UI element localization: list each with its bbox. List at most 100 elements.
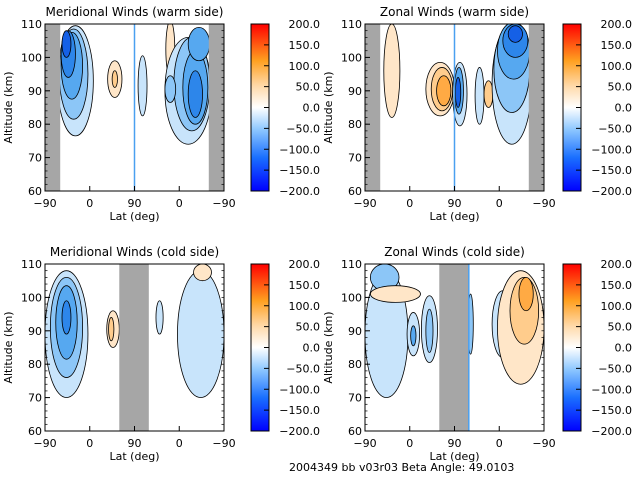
positive-contour xyxy=(383,24,401,118)
x-tick-label: 90 xyxy=(448,197,462,210)
y-axis-label: Altitude (km) xyxy=(322,311,335,383)
colorbar-tick-label: −150.0 xyxy=(279,164,320,177)
colorbar-tick-label: −100.0 xyxy=(279,383,320,396)
positive-contour xyxy=(436,75,452,107)
y-tick-label: 90 xyxy=(348,325,362,338)
y-tick-label: 80 xyxy=(348,358,362,371)
colorbar-tick-label: 100.0 xyxy=(601,60,633,73)
y-tick-label: 90 xyxy=(28,325,42,338)
y-tick-label: 100 xyxy=(341,291,362,304)
colorbar-tick-label: −200.0 xyxy=(279,425,320,438)
y-axis-label: Altitude (km) xyxy=(2,311,15,383)
colorbar-tick-label: −50.0 xyxy=(286,122,320,135)
positive-contour xyxy=(111,70,118,88)
no-data-region xyxy=(439,264,469,431)
x-tick-label: 0 xyxy=(406,437,413,450)
positive-contour xyxy=(518,276,534,312)
x-tick-label: 0 xyxy=(176,197,183,210)
negative-contour xyxy=(155,300,164,335)
plot-area xyxy=(365,24,544,191)
colorbar-tick-label: 200.0 xyxy=(601,18,633,31)
y-axis-label: Altitude (km) xyxy=(322,71,335,143)
colorbar-tick-label: 0.0 xyxy=(615,342,633,355)
negative-contour xyxy=(187,26,211,62)
negative-contour xyxy=(164,75,177,103)
colorbar-tick-label: 200.0 xyxy=(289,258,321,271)
y-tick-label: 80 xyxy=(28,358,42,371)
x-tick-label: −90 xyxy=(33,197,56,210)
colorbar-tick-label: −50.0 xyxy=(598,362,632,375)
no-data-region xyxy=(528,24,544,191)
plot-area xyxy=(365,264,544,431)
no-data-region xyxy=(45,24,61,191)
y-tick-label: 70 xyxy=(28,152,42,165)
panel-title: Zonal Winds (cold side) xyxy=(384,245,525,259)
y-tick-label: 110 xyxy=(341,18,362,31)
colorbar-tick-label: −150.0 xyxy=(279,404,320,417)
y-tick-label: 110 xyxy=(341,258,362,271)
positive-contour xyxy=(108,317,115,342)
x-tick-label: 0 xyxy=(496,437,503,450)
plot-area xyxy=(45,24,224,191)
y-tick-label: 60 xyxy=(348,185,362,198)
x-tick-label: −90 xyxy=(212,437,235,450)
colorbar-tick-label: −100.0 xyxy=(591,383,632,396)
colorbar-tick-label: −50.0 xyxy=(286,362,320,375)
x-tick-label: 90 xyxy=(128,437,142,450)
no-data-region xyxy=(365,24,381,191)
y-tick-label: 100 xyxy=(341,51,362,64)
colorbar-tick-label: 150.0 xyxy=(289,39,321,52)
colorbar-tick-label: 100.0 xyxy=(289,60,321,73)
x-axis-label: Lat (deg) xyxy=(430,210,480,223)
x-tick-label: −90 xyxy=(532,197,555,210)
y-tick-label: 70 xyxy=(28,392,42,405)
y-tick-label: 100 xyxy=(21,51,42,64)
negative-contour xyxy=(410,325,417,347)
x-axis-label: Lat (deg) xyxy=(110,450,160,463)
colorbar-tick-label: −150.0 xyxy=(591,164,632,177)
y-tick-label: 110 xyxy=(21,18,42,31)
panel-title: Zonal Winds (warm side) xyxy=(380,5,529,19)
y-tick-label: 60 xyxy=(348,425,362,438)
x-axis-label: Lat (deg) xyxy=(430,450,480,463)
negative-contour xyxy=(61,30,72,58)
plot-area xyxy=(45,264,224,431)
x-tick-label: 0 xyxy=(176,437,183,450)
colorbar-tick-label: 100.0 xyxy=(601,300,633,313)
x-tick-label: 90 xyxy=(448,437,462,450)
colorbar-tick-label: −200.0 xyxy=(279,185,320,198)
negative-contour xyxy=(61,300,72,335)
x-tick-label: −90 xyxy=(353,437,376,450)
y-tick-label: 80 xyxy=(348,118,362,131)
y-tick-label: 70 xyxy=(348,152,362,165)
x-tick-label: 0 xyxy=(86,197,93,210)
x-tick-label: −90 xyxy=(532,437,555,450)
x-tick-label: −90 xyxy=(353,197,376,210)
y-tick-label: 100 xyxy=(21,291,42,304)
colorbar-tick-label: 50.0 xyxy=(608,81,633,94)
no-data-region xyxy=(208,24,224,191)
positive-contour xyxy=(193,264,212,282)
panel-title: Meridional Winds (cold side) xyxy=(50,245,219,259)
footer-text: 2004349 bb v03r03 Beta Angle: 49.0103 xyxy=(289,461,514,474)
x-tick-label: −90 xyxy=(212,197,235,210)
negative-contour xyxy=(137,55,148,117)
positive-contour xyxy=(369,285,421,303)
x-tick-label: 0 xyxy=(406,197,413,210)
colorbar-tick-label: 150.0 xyxy=(601,39,633,52)
colorbar-tick-label: 100.0 xyxy=(289,300,321,313)
negative-contour xyxy=(187,70,203,118)
colorbar-tick-label: −150.0 xyxy=(591,404,632,417)
no-data-region xyxy=(119,264,149,431)
colorbar-tick-label: −100.0 xyxy=(279,143,320,156)
colorbar-tick-label: 0.0 xyxy=(303,102,321,115)
panel-4: Zonal Winds (cold side) 60 70 80 90 100 110 −90… xyxy=(322,245,632,463)
x-tick-label: 0 xyxy=(86,437,93,450)
y-tick-label: 60 xyxy=(28,185,42,198)
colorbar-tick-label: 150.0 xyxy=(289,279,321,292)
colorbar-tick-label: 0.0 xyxy=(303,342,321,355)
y-tick-label: 70 xyxy=(348,392,362,405)
y-tick-label: 90 xyxy=(28,85,42,98)
y-tick-label: 80 xyxy=(28,118,42,131)
negative-contour xyxy=(507,25,523,43)
